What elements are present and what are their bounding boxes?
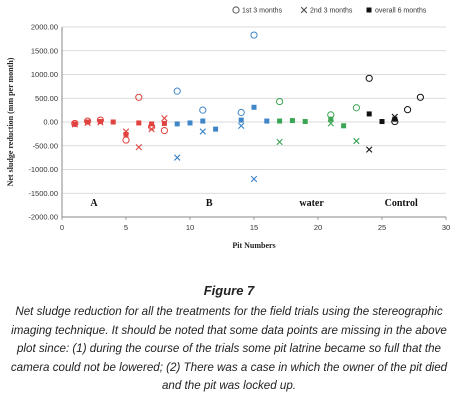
y-tick-label: 1000.00 [31,70,58,79]
point-1st-3-months [135,93,143,101]
point-overall-6-months [251,104,257,110]
x-tick-label: 30 [442,223,450,232]
point-overall-6-months [379,119,385,125]
region-label: Control [385,198,418,209]
scatter-chart: 2000.00 1500.00 1000.00 500.00 0.00 -500.00 -1… [6,6,450,250]
point-1st-3-months [122,136,130,144]
y-tick-label: -1000.00 [28,165,58,174]
data-points [71,31,424,183]
point-2nd-3-months [148,125,155,133]
gridlines [62,26,446,218]
point-1st-3-months [232,6,240,14]
point-overall-6-months [213,126,219,132]
point-1st-3-months [250,31,258,39]
x-tick-labels: 0 5 10 15 20 25 30 [60,223,450,232]
point-overall-6-months [328,116,334,122]
point-2nd-3-months [161,115,168,122]
point-1st-3-months [84,117,92,125]
y-tick-label: 500.00 [35,94,58,103]
point-1st-3-months [173,87,181,95]
legend-label: overall 6 months [375,8,427,15]
point-1st-3-months [148,123,156,131]
point-2nd-3-months [353,137,360,145]
legend-label: 1st 3 months [242,8,283,15]
point-overall-6-months [187,120,193,126]
point-1st-3-months [276,97,284,106]
point-overall-6-months [97,119,103,125]
point-2nd-3-months [84,119,91,127]
point-overall-6-months [174,121,180,127]
point-1st-3-months [237,108,245,117]
point-overall-6-months [238,117,244,123]
point-overall-6-months [289,118,295,124]
point-2nd-3-months [97,119,104,126]
point-overall-6-months [392,116,398,122]
point-2nd-3-months [238,122,245,129]
point-1st-3-months [404,106,412,114]
point-overall-6-months [302,119,308,125]
legend-item: 1st 3 months [232,6,283,15]
point-1st-3-months [365,74,373,82]
y-tick-label: 0.00 [43,118,58,127]
point-2nd-3-months [199,128,206,135]
legend-label: 2nd 3 months [310,8,353,15]
figure-title: Figure 7 [203,283,255,298]
point-2nd-3-months [122,128,130,135]
point-2nd-3-months [174,154,181,161]
point-2nd-3-months [366,146,373,153]
point-overall-6-months [136,120,142,126]
point-overall-6-months [366,7,372,13]
point-2nd-3-months [276,138,283,146]
figure-caption: Net sludge reduction for all the treatme… [10,305,448,393]
point-overall-6-months [123,131,129,137]
x-tick-label: 5 [124,223,128,232]
point-1st-3-months [391,117,399,126]
point-overall-6-months [277,118,283,124]
y-tick-label: -500.00 [33,141,58,150]
region-label: water [299,198,324,209]
y-axis-title: Net sludge reduction (mm per month) [6,57,15,186]
point-overall-6-months [85,119,91,125]
x-axis-title: Pit Numbers [232,241,275,250]
x-tick-label: 10 [186,223,194,232]
y-tick-label: 1500.00 [31,46,58,55]
point-2nd-3-months [135,143,142,151]
point-1st-3-months [416,93,424,101]
point-2nd-3-months [327,120,334,127]
y-tick-label: 2000.00 [31,23,58,32]
point-2nd-3-months [300,6,308,14]
point-overall-6-months [110,119,116,125]
point-1st-3-months [160,126,168,135]
x-tick-label: 15 [250,223,258,232]
legend: 1st 3 months 2nd 3 months overall 6 months [232,6,427,15]
y-tick-labels: 2000.00 1500.00 1000.00 500.00 0.00 -500.00 -1… [28,23,58,222]
axes [61,27,447,220]
legend-item: overall 6 months [366,7,427,15]
point-1st-3-months [71,119,79,128]
point-1st-3-months [96,116,105,124]
point-1st-3-months [352,104,360,112]
x-tick-label: 25 [378,223,386,232]
point-1st-3-months [199,106,207,114]
point-2nd-3-months [250,175,258,183]
region-label: B [206,198,213,209]
y-tick-label: -1500.00 [28,189,58,198]
region-label: A [90,198,98,209]
point-overall-6-months [264,118,270,124]
point-overall-6-months [366,111,372,117]
point-overall-6-months [341,123,347,129]
point-1st-3-months [327,111,335,119]
y-tick-label: -2000.00 [28,213,58,222]
x-tick-label: 0 [60,223,64,232]
point-overall-6-months [200,118,206,124]
x-tick-label: 20 [314,223,322,232]
legend-item: 2nd 3 months [300,6,353,15]
point-overall-6-months [161,120,167,126]
